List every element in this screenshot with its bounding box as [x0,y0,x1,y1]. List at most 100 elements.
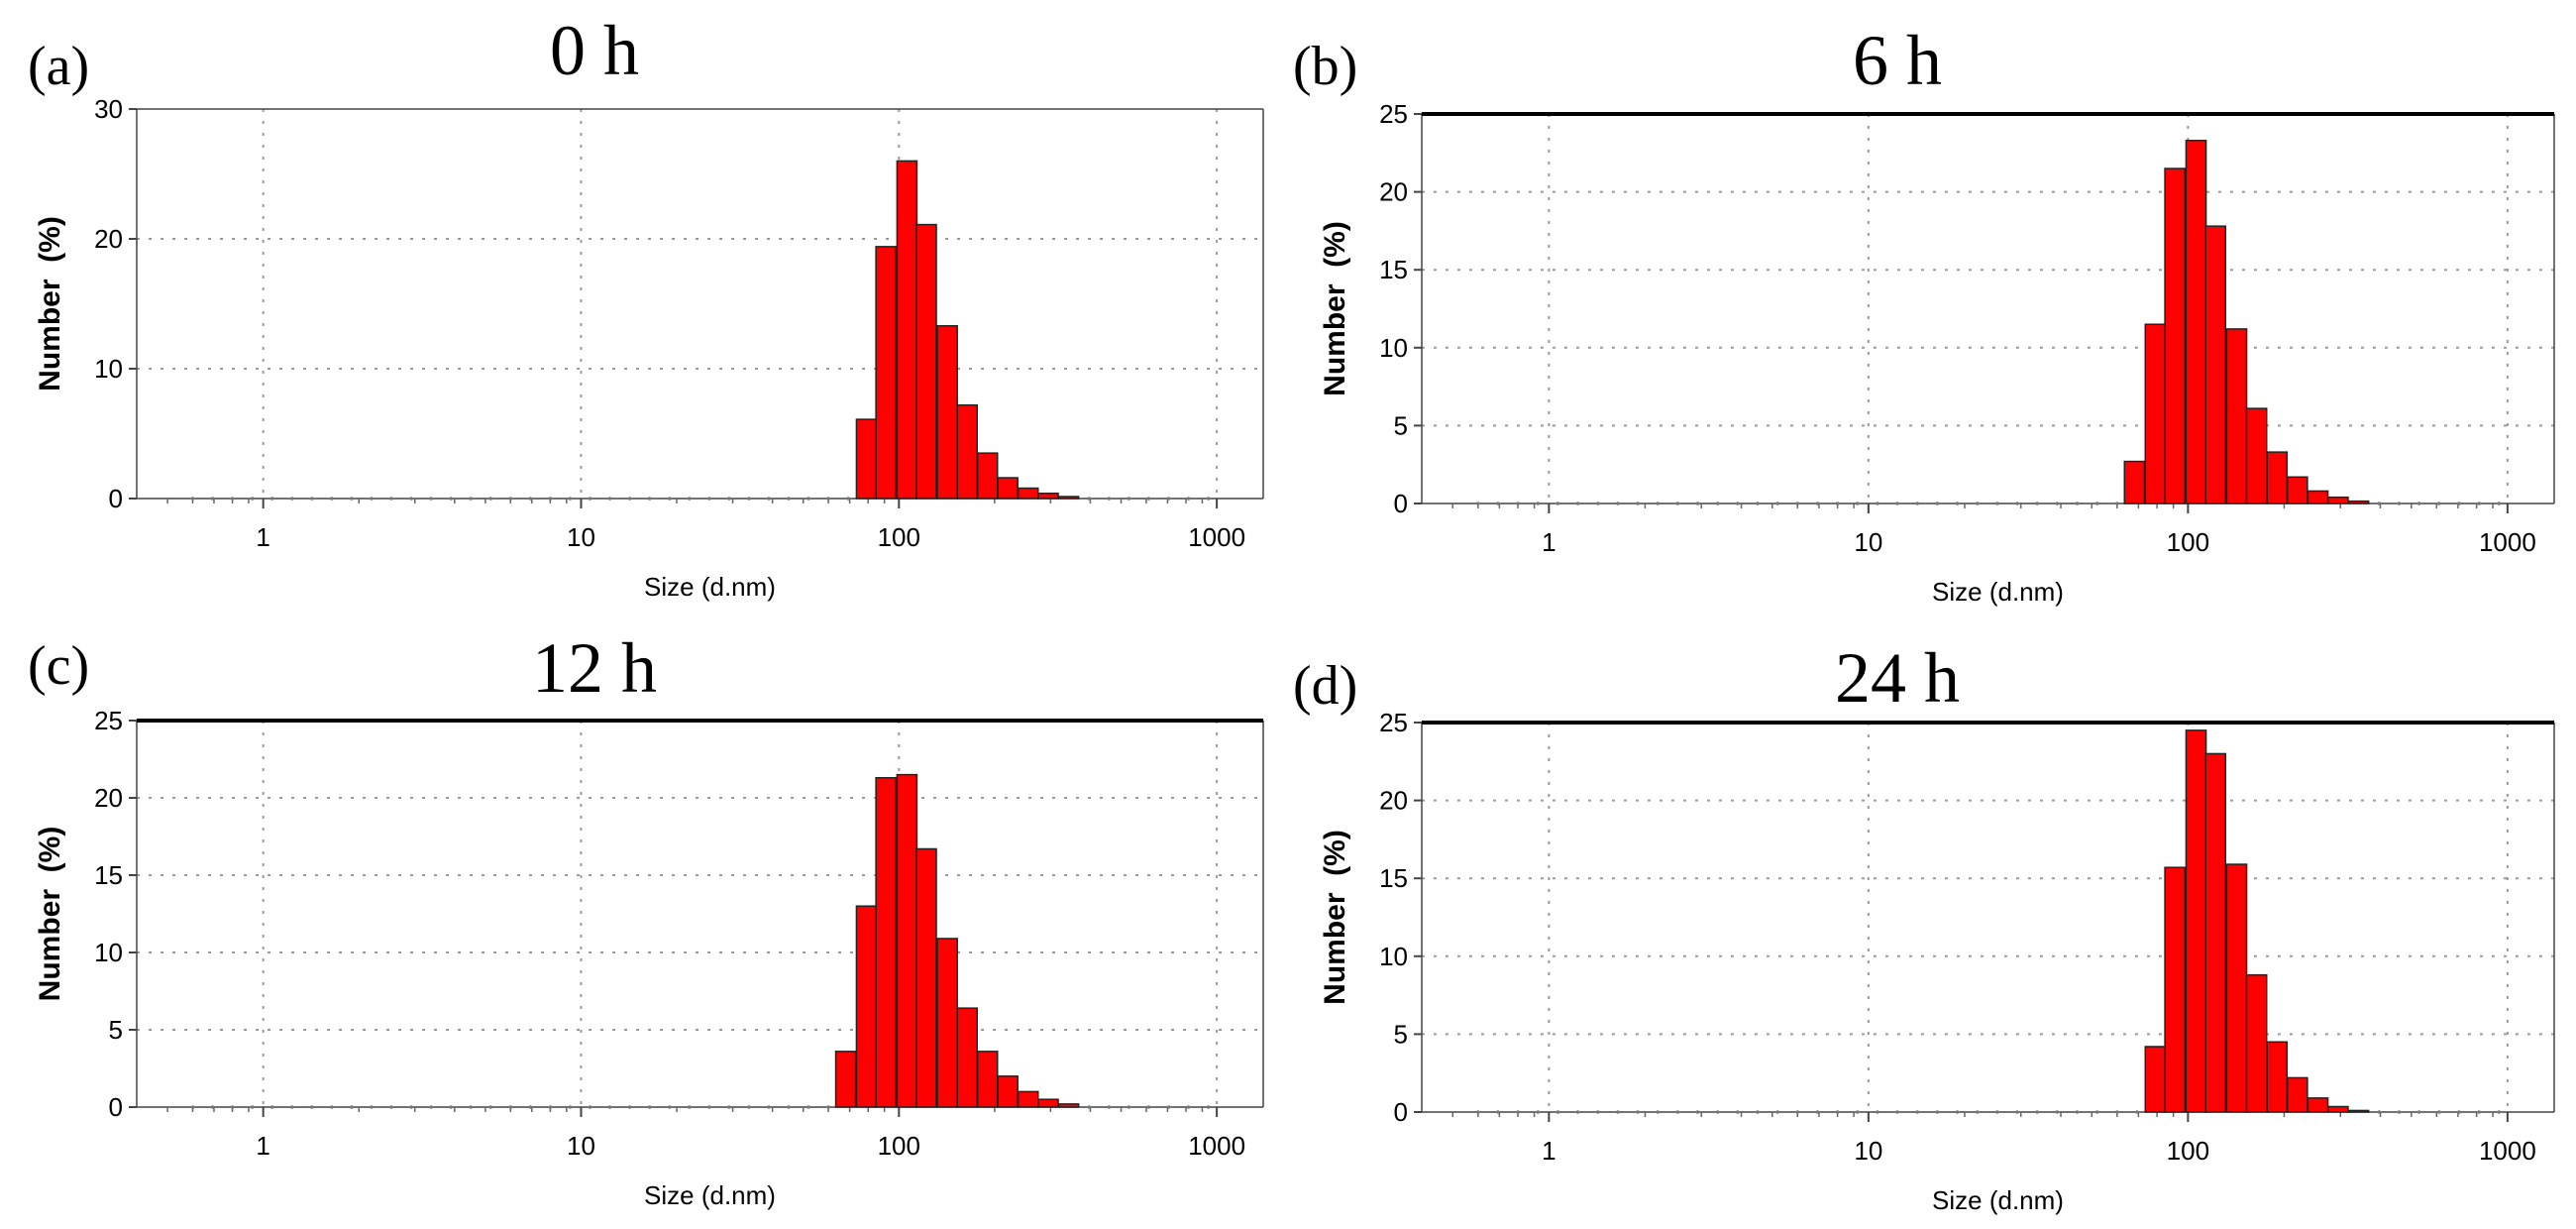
panel-title: 6 h [1853,21,1942,100]
zero-bin-marker [1955,1110,1960,1114]
histogram-bar [2307,490,2329,504]
y-axis-label: Number (%) [34,216,66,391]
zero-bin-marker [1636,1110,1640,1114]
x-tick-label: 1000 [2479,1136,2536,1166]
histogram-bar [2164,866,2186,1113]
x-tick-label: 1 [1542,527,1556,557]
y-tick-label: 5 [1394,1019,1408,1049]
zero-bin-marker [1595,502,1600,505]
zero-bin-marker [1496,502,1500,505]
histogram-bar [956,1007,979,1108]
zero-bin-marker [1675,1110,1680,1114]
zero-bin-marker [1855,1110,1860,1114]
zero-bin-marker [2055,1110,2060,1114]
zero-bin-marker [707,497,711,501]
zero-bin-marker [568,497,573,501]
panel-letter: (d) [1293,655,1357,717]
zero-bin-marker [548,1105,553,1109]
x-axis-label: Size (d.nm) [1932,1185,2064,1215]
histogram-bar [2144,1046,2167,1113]
zero-bin-marker [627,497,632,501]
x-tick-label: 1 [1542,1136,1556,1166]
histogram-bar [875,776,897,1108]
zero-bin-marker [1636,502,1640,505]
histogram-bar [2225,863,2248,1113]
zero-bin-marker [747,497,751,501]
x-tick-label: 10 [1854,527,1882,557]
zero-bin-marker [1656,502,1661,505]
histogram-bar [2286,476,2308,504]
zero-bin-marker [528,1105,533,1109]
histogram-bar [2164,168,2186,504]
zero-bin-marker [269,1105,274,1109]
histogram-bar [936,938,958,1108]
y-tick-label: 15 [1379,255,1408,284]
zero-bin-marker [269,497,274,501]
y-tick-label: 25 [1379,99,1408,129]
zero-bin-marker [607,497,612,501]
histogram-bar [2266,451,2289,504]
histogram-bar [915,847,937,1108]
zero-bin-marker [309,1105,314,1109]
zero-bin-marker [2055,502,2060,505]
zero-bin-marker [787,1105,791,1109]
zero-bin-marker [1087,1105,1092,1109]
x-tick-label: 100 [2167,1136,2209,1166]
zero-bin-marker [330,1105,334,1109]
zero-bin-marker [2457,1110,2461,1114]
zero-bin-marker [707,1105,711,1109]
zero-bin-marker [787,497,791,501]
zero-bin-marker [1736,1110,1740,1114]
zero-bin-marker [588,1105,592,1109]
zero-bin-marker [370,497,374,501]
zero-bin-marker [2377,502,2382,505]
zero-bin-marker [1756,1110,1760,1114]
zero-bin-marker [350,1105,354,1109]
histogram-bar [976,452,999,500]
zero-bin-marker [250,497,255,501]
y-axis-label: Number (%) [1319,830,1351,1005]
histogram-bar [2185,729,2207,1113]
zero-bin-marker [1556,1110,1560,1114]
zero-bin-marker [1595,1110,1600,1114]
zero-bin-marker [488,1105,493,1109]
zero-bin-marker [1166,497,1171,501]
zero-bin-marker [1146,1105,1151,1109]
zero-bin-marker [767,1105,771,1109]
panel-letter: (c) [28,635,89,697]
zero-bin-marker [826,1105,830,1109]
zero-bin-marker [826,497,830,501]
zero-bin-marker [568,1105,573,1109]
histogram-bar [2204,752,2227,1113]
zero-bin-marker [1206,497,1211,501]
zero-bin-marker [1876,502,1879,505]
zero-bin-marker [190,497,195,501]
zero-bin-marker [1186,497,1191,501]
zero-bin-marker [250,1105,255,1109]
zero-bin-marker [1915,1110,1920,1114]
zero-bin-marker [647,1105,652,1109]
zero-bin-marker [1995,1110,1999,1114]
zero-bin-marker [647,497,652,501]
chart-panel-1: (a) 0 h 0 10 20 30 1 10 100 1000 Size (d.nm) Number… [28,11,1264,602]
zero-bin-marker [2115,1110,2119,1114]
zero-bin-marker [2477,502,2481,505]
zero-bin-marker [1915,502,1920,505]
zero-bin-marker [727,1105,731,1109]
zero-bin-marker [1127,1105,1131,1109]
x-axis-label: Size (d.nm) [644,572,776,602]
zero-bin-marker [190,1105,195,1109]
zero-bin-marker [1695,502,1700,505]
zero-bin-marker [1146,497,1151,501]
histogram-bar [2327,1105,2349,1113]
zero-bin-marker [370,1105,374,1109]
histogram-bar [855,418,878,500]
x-tick-label: 1 [256,522,269,552]
zero-bin-marker [1516,1110,1520,1114]
zero-bin-marker [1855,502,1860,505]
chart-panel-4: (d) 24 h 0 5 10 15 20 25 1 10 100 1000 Size (d.nm) Nu… [1293,638,2555,1215]
histogram-bar [2123,460,2146,504]
zero-bin-marker [1186,1105,1191,1109]
zero-bin-marker [1895,502,1899,505]
